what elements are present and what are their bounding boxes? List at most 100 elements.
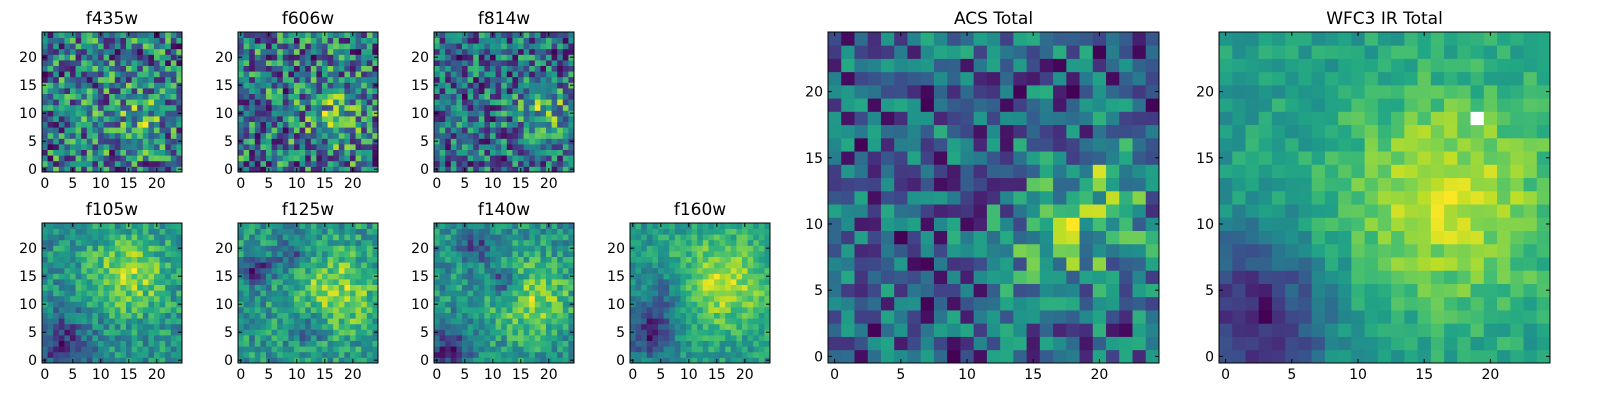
heatmap-cell [294,312,300,319]
heatmap-cell [635,329,642,336]
heatmap-cell [529,88,536,94]
heatmap-cell [109,318,116,325]
y-tick-label: 5 [616,325,625,341]
heatmap-cell [137,76,144,83]
heatmap-cell [322,138,328,145]
heatmap-cell [327,144,334,150]
heatmap-cell [920,217,935,231]
heatmap-cell [568,76,575,83]
heatmap-cell [288,138,295,145]
heatmap-cell [243,88,250,94]
heatmap-cell [249,340,256,347]
heatmap-cell [288,43,295,50]
x-tick-label: 15 [316,367,334,383]
heatmap-cell [478,43,485,50]
heatmap-cell [316,290,323,297]
heatmap-cell [646,307,653,313]
heatmap-cell [686,301,692,308]
heatmap-cell [439,262,446,269]
heatmap-cell [467,251,474,257]
heatmap-cell [646,301,653,308]
heatmap-cell [344,251,351,257]
heatmap-cell [714,273,720,280]
heatmap-cell [546,312,552,319]
heatmap-cells [434,223,575,364]
heatmap-cell [501,88,508,94]
heatmap-cell [53,284,60,291]
y-tick-label: 5 [28,134,37,150]
heatmap-cell [473,239,480,246]
heatmap-cell [338,155,345,162]
heatmap-cell [350,104,356,111]
heatmap-cell [473,262,480,269]
heatmap-cell [512,82,519,89]
heatmap-cell [523,65,530,72]
heatmap-cell [260,76,267,83]
heatmap-cell [434,279,440,285]
heatmap-cell [529,273,536,280]
heatmap-cell [305,132,312,139]
heatmap-cell [109,284,116,291]
heatmap-cell [310,340,317,347]
heatmap-cell [344,76,351,83]
heatmap-cell [986,217,1001,231]
heatmap-cell [467,82,474,89]
heatmap-cell [333,245,340,252]
heatmap-cell [120,76,127,83]
heatmap-cell [355,351,362,358]
heatmap-cell [880,164,895,179]
heatmap-cell [753,245,760,252]
heatmap-cell [518,290,524,297]
heatmap-cell [523,256,530,263]
heatmap-cell [81,223,88,229]
heatmap-cell [254,127,261,134]
heatmap-cell [75,295,82,302]
heatmap-cell [165,318,172,325]
heatmap-cell [47,335,54,341]
heatmap-cell [154,323,160,330]
heatmap-cell [450,357,457,364]
heatmap-cell [47,37,54,44]
heatmap-cell [372,279,379,285]
heatmap-cell [75,149,82,156]
heatmap-cell [322,234,328,241]
heatmap-cell [920,270,935,284]
heatmap-cell [702,267,709,274]
heatmap-cell [299,99,306,106]
heatmap-cell [658,239,664,246]
heatmap-cell [680,251,687,257]
heatmap-cell [142,312,149,319]
heatmap-cell [159,323,166,330]
heatmap-cell [170,65,177,72]
heatmap-cell [142,228,149,235]
heatmap-cell [450,116,457,122]
heatmap-cell [98,239,104,246]
heatmap-cell [434,234,440,241]
heatmap-cell [299,48,306,55]
heatmap-cell [920,257,935,271]
heatmap-cell [960,283,975,298]
heatmap-cell [327,307,334,313]
heatmap-cell [523,318,530,325]
heatmap-cell [338,132,345,139]
heatmap-cell [828,257,842,271]
heatmap-cell [680,351,687,358]
heatmap-cell [540,318,547,325]
heatmap-cell [277,357,284,364]
heatmap-cell [355,239,362,246]
heatmap-cell [708,228,715,235]
heatmap-cell [120,88,127,94]
heatmap-cell [350,273,356,280]
heatmap-cell [288,60,295,66]
heatmap-cell [114,93,121,100]
heatmap-cell [506,251,513,257]
heatmap-cell [165,234,172,241]
heatmap-cell [70,160,76,167]
heatmap-cell [338,228,345,235]
heatmap-cell [562,60,569,66]
heatmap-cell [456,329,463,336]
heatmap-cell [170,273,177,280]
heatmap-cell [109,132,116,139]
heatmap-cell [277,144,284,150]
heatmap-cell [484,121,491,128]
